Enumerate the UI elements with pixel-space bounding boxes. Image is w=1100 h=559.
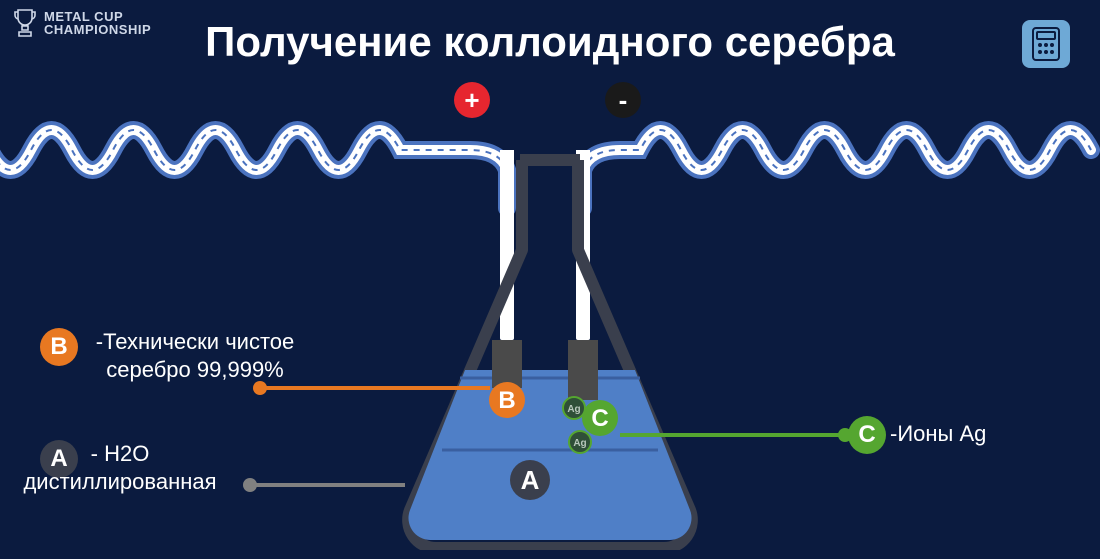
ion-1: Ag — [563, 397, 585, 419]
ion-2: Ag — [569, 431, 591, 453]
legend-badge-C: C — [848, 416, 886, 454]
flask-label-C: C — [591, 405, 608, 432]
plus-sign: + — [464, 85, 479, 116]
calculator-icon — [1022, 20, 1070, 68]
diagram-stage: METAL CUP CHAMPIONSHIP Получение коллоид… — [0, 0, 1100, 559]
legend-text-B: -Технически чистое серебро 99,999% — [85, 328, 305, 384]
flask: B C Ag Ag A — [380, 150, 720, 550]
svg-text:Ag: Ag — [573, 438, 586, 449]
legend-text-C: -Ионы Ag — [890, 420, 1070, 448]
page-title: Получение коллоидного серебра — [0, 18, 1100, 66]
anode-badge: + — [454, 82, 490, 118]
svg-text:Ag: Ag — [567, 404, 580, 415]
legend-badge-B: B — [40, 328, 78, 366]
cathode-badge: - — [605, 82, 641, 118]
legend-text-A: - H2O дистиллированная — [0, 440, 245, 496]
minus-sign: - — [619, 85, 628, 116]
flask-label-B: B — [498, 387, 515, 414]
flask-label-A: A — [521, 465, 540, 495]
